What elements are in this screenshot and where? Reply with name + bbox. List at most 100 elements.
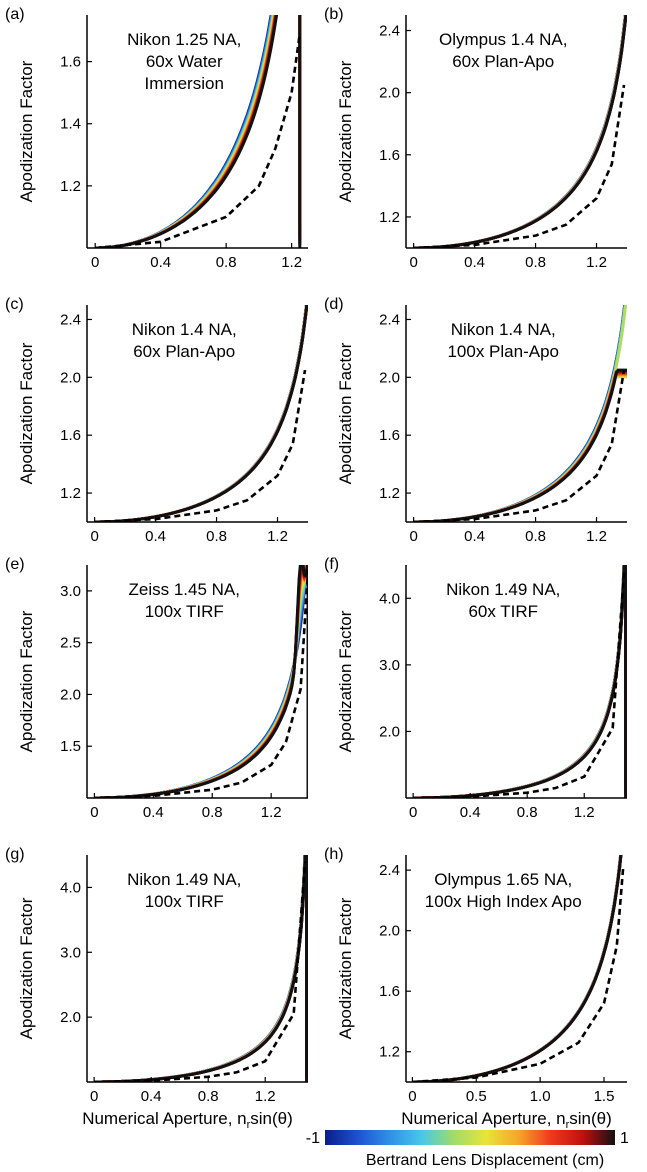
panel-c-ideal-curve xyxy=(94,369,307,522)
panel-h-title-line-1: Olympus 1.65 NA, xyxy=(434,870,572,889)
panel-h-xtick-label-3: 1.5 xyxy=(594,1088,615,1105)
panel-h-curve-1 xyxy=(412,855,623,1082)
panel-g-label: (g) xyxy=(5,846,25,863)
panel-h-xlabel-sub: r xyxy=(566,1119,570,1131)
panel-d-ylabel: Apodization Factor xyxy=(336,342,355,484)
panel-a-xtick-label-3: 1.2 xyxy=(281,254,302,271)
panel-f-curve-7 xyxy=(413,565,627,798)
panel-e-xtick-label-1: 0.4 xyxy=(143,804,164,821)
panel-h-ytick-label-1: 1.6 xyxy=(379,983,400,1000)
panel-h-curve-15 xyxy=(412,855,623,1082)
panel-a-xtick-label-2: 0.8 xyxy=(216,254,237,271)
panel-d: 0 0.4 0.8 1.2 1.2 1.6 2.0 2.4 Apodization Factor… xyxy=(324,296,627,545)
panel-h-curve-13 xyxy=(412,855,623,1082)
panel-h-curve-4 xyxy=(412,855,623,1082)
panel-a-ylabel: Apodization Factor xyxy=(17,60,36,202)
panel-a-title-line-2: 60x Water xyxy=(146,52,223,71)
panel-b-xtick-label-0: 0 xyxy=(409,254,417,271)
panel-f-title-line-2: 60x TIRF xyxy=(468,602,538,621)
panel-h-curve-2 xyxy=(412,855,623,1082)
panel-d-curve-12 xyxy=(413,372,627,522)
panel-c-xtick-label-3: 1.2 xyxy=(267,528,288,545)
panel-d-curve-11 xyxy=(413,373,627,522)
panel-f-curve-3 xyxy=(413,565,627,798)
panel-f-curve-11 xyxy=(413,565,627,798)
panel-a-ytick-label-2: 1.6 xyxy=(60,54,81,71)
panel-b-title-line-2: 60x Plan-Apo xyxy=(452,52,554,71)
panel-c-ytick-label-1: 1.6 xyxy=(60,427,81,444)
panel-g-curve-16 xyxy=(94,855,308,1082)
panel-c-ytick-label-0: 1.2 xyxy=(60,485,81,502)
panel-f-curve-9 xyxy=(413,565,627,798)
panel-d-curve-14 xyxy=(413,370,627,522)
colorbar: -1 1 Bertrand Lens Displacement (cm) xyxy=(306,1130,629,1169)
panel-h-curve-11 xyxy=(412,855,623,1082)
panel-c-title-line-1: Nikon 1.4 NA, xyxy=(132,320,237,339)
panel-d-xtick-label-2: 0.8 xyxy=(525,528,546,545)
panel-f-curves xyxy=(413,565,627,798)
panel-b-xtick-label-2: 0.8 xyxy=(525,254,546,271)
panel-f-title-line-1: Nikon 1.49 NA, xyxy=(446,580,560,599)
colorbar-max-label: 1 xyxy=(620,1130,629,1147)
panel-c-ytick-label-2: 2.0 xyxy=(60,369,81,386)
panel-h-curve-3 xyxy=(412,855,623,1082)
panel-f: 0 0.4 0.8 1.2 2.0 3.0 4.0 Apodization Factor (f)… xyxy=(324,556,627,821)
panel-b-ytick-label-2: 2.0 xyxy=(379,85,400,102)
panel-h-title-line-2: 100x High Index Apo xyxy=(425,892,582,911)
panel-d-label: (d) xyxy=(324,296,344,313)
panel-g-curve-2 xyxy=(94,855,308,1082)
panel-e-ytick-label-0: 1.5 xyxy=(60,738,81,755)
panel-f-curve-12 xyxy=(413,565,627,798)
panel-e-ytick-label-3: 3.0 xyxy=(60,583,81,600)
panel-h-ytick-label-2: 2.0 xyxy=(379,923,400,940)
panel-f-curve-5 xyxy=(413,565,627,798)
panel-e-ylabel: Apodization Factor xyxy=(17,610,36,752)
panel-g-curve-4 xyxy=(94,855,308,1082)
panel-h-xlabel-tail: sin(θ) xyxy=(569,1109,612,1128)
panel-c-ytick-label-3: 2.4 xyxy=(60,311,81,328)
panel-g-xlabel: Numerical Aperture, nrsin(θ) xyxy=(82,1109,293,1131)
panel-d-ideal-curve xyxy=(413,369,626,522)
panel-f-curve-2 xyxy=(413,565,627,798)
colorbar-title: Bertrand Lens Displacement (cm) xyxy=(366,1152,604,1169)
panel-b-xtick-label-3: 1.2 xyxy=(586,254,607,271)
panel-b-ytick-label-0: 1.2 xyxy=(379,209,400,226)
panel-h-curve-7 xyxy=(412,855,623,1082)
panel-d-ytick-label-0: 1.2 xyxy=(379,485,400,502)
panel-d-curve-16 xyxy=(413,368,627,522)
panel-g-xlabel-sub: r xyxy=(247,1119,251,1131)
panel-g-curve-11 xyxy=(94,855,308,1082)
panels: 0 0.4 0.8 1.2 1.2 1.4 1.6 Apodization Factor (a)… xyxy=(5,6,627,1131)
panel-g-ytick-label-1: 3.0 xyxy=(60,944,81,961)
panel-f-curve-4 xyxy=(413,565,627,798)
panel-c-ylabel: Apodization Factor xyxy=(17,342,36,484)
panel-f-xtick-label-2: 0.8 xyxy=(517,804,538,821)
panel-g-ideal-curve xyxy=(94,861,307,1082)
panel-h-ytick-label-0: 1.2 xyxy=(379,1044,400,1061)
panel-f-curve-8 xyxy=(413,565,627,798)
panel-g-ylabel: Apodization Factor xyxy=(17,897,36,1039)
panel-c-xtick-label-1: 0.4 xyxy=(145,528,166,545)
panel-b-ideal-curve xyxy=(413,84,626,248)
panel-e-title-line-2: 100x TIRF xyxy=(145,602,224,621)
panel-f-ytick-label-0: 2.0 xyxy=(379,723,400,740)
panel-a-xtick-label-0: 0 xyxy=(91,254,99,271)
panel-e: 0 0.4 0.8 1.2 1.5 2.0 2.5 3.0 Apodization Factor… xyxy=(5,556,308,821)
panel-g-curve-9 xyxy=(94,855,308,1082)
panel-a-title-line-3: Immersion xyxy=(145,74,224,93)
panel-g-curve-14 xyxy=(94,855,308,1082)
panel-e-xtick-label-0: 0 xyxy=(90,804,98,821)
panel-e-label: (e) xyxy=(5,556,25,573)
panel-h-curve-12 xyxy=(412,855,623,1082)
panel-h-xlabel: Numerical Aperture, nrsin(θ) xyxy=(401,1109,612,1131)
panel-h-curve-8 xyxy=(412,855,623,1082)
panel-f-curve-6 xyxy=(413,565,627,798)
panel-g-xtick-label-2: 0.8 xyxy=(198,1088,219,1105)
panel-e-ytick-label-2: 2.5 xyxy=(60,635,81,652)
panel-f-xtick-label-1: 0.4 xyxy=(460,804,481,821)
panel-h-curve-14 xyxy=(412,855,623,1082)
panel-g-curve-3 xyxy=(94,855,308,1082)
panel-g-curves xyxy=(94,855,308,1082)
panel-d-xtick-label-1: 0.4 xyxy=(464,528,485,545)
panel-d-title-line-1: Nikon 1.4 NA, xyxy=(451,320,556,339)
